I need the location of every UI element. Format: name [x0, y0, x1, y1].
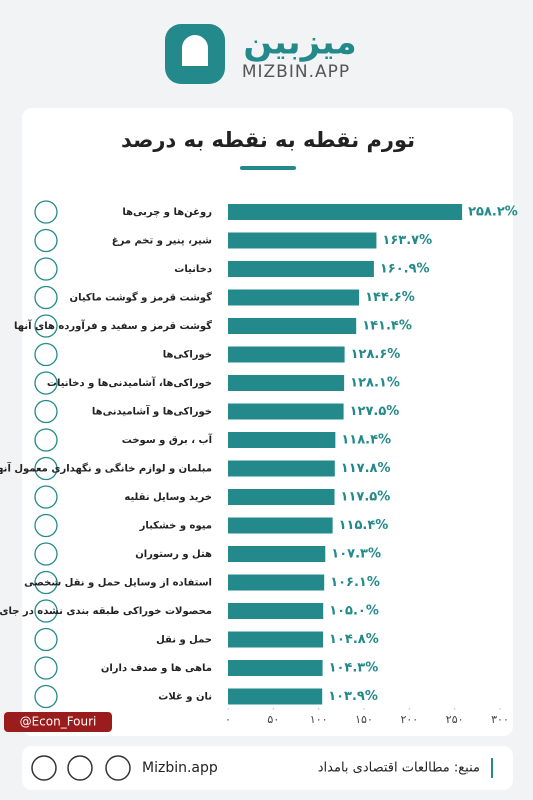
bar: [228, 631, 324, 648]
category-label: شیر، پنیر و تخم مرغ: [112, 236, 212, 247]
x-tick-label: ۱۰۰: [310, 713, 328, 726]
plot: ۰ ۵۰ ۱۰۰ ۱۵۰ ۲۰۰ ۲۵۰ ۳۰۰ روغن‌ها و چربی‌ها ۲۵۸.۲…: [0, 200, 518, 726]
category-icon: [34, 342, 58, 367]
web-icon[interactable]: [105, 755, 131, 781]
brand: میزبین: [243, 23, 356, 63]
category-icon: [34, 485, 58, 509]
category-label: حمل و نقل: [156, 635, 212, 646]
category-icon: [34, 542, 58, 566]
bar: [228, 489, 335, 505]
bar: [228, 403, 344, 420]
bar: [228, 603, 324, 619]
bar: [228, 346, 345, 363]
card: [22, 108, 513, 736]
value-label: ۱۰۳.۹%: [328, 689, 378, 704]
category-label: خوراکی‌ها و آشامیدنی‌ها: [92, 405, 212, 418]
value-label: ۱۲۸.۶%: [351, 347, 401, 362]
value-label: ۱۰۴.۸%: [329, 632, 379, 647]
category-label: میوه و خشکبار: [139, 521, 212, 532]
category-icon: [34, 456, 58, 481]
value-label: ۱۱۵.۴%: [339, 518, 389, 533]
footer-bar: [22, 746, 513, 790]
category-icon: [34, 257, 58, 281]
handle-badge: [4, 712, 112, 732]
value-label: ۱۰۵.۰%: [329, 604, 379, 619]
category-label: ماهی ها و صدف داران: [101, 663, 212, 674]
value-label: ۱۴۱.۴%: [362, 319, 412, 334]
category-label: خرید وسایل نقلیه: [124, 492, 212, 503]
category-label: استفاده از وسایل حمل و نقل شخصی: [24, 578, 212, 589]
category-label: روغن‌ها و چربی‌ها: [122, 207, 212, 218]
category-icon: [34, 570, 58, 595]
category-icon: [34, 228, 58, 253]
bar: [228, 517, 333, 534]
category-icon: [34, 599, 58, 623]
category-label: هتل و رستوران: [135, 549, 212, 560]
bar: [228, 432, 336, 448]
bar: [228, 204, 463, 220]
bar: [228, 546, 326, 562]
category-icon: [34, 656, 58, 680]
x-tick-label: ۳۰۰: [491, 713, 509, 726]
logo-shape: [182, 35, 208, 66]
value-label: ۱۲۷.۵%: [350, 404, 400, 419]
bar: [228, 660, 323, 676]
brand-site: MIZBIN.APP: [242, 62, 350, 82]
category-label: گوشت قرمز و سفید و فرآورده های آنها: [14, 319, 212, 332]
value-label: ۱۶۳.۷%: [382, 233, 432, 248]
category-label: محصولات خوراکی طبقه بندی نشده در جای دیگ…: [0, 604, 212, 617]
category-label: خوراکی‌ها: [163, 350, 212, 361]
bar: [228, 289, 360, 306]
category-label: گوشت قرمز و گوشت ماکیان: [70, 291, 213, 304]
category-label: نان و غلات: [158, 692, 212, 703]
value-label: ۱۰۷.۳%: [331, 547, 381, 562]
category-icon: [34, 627, 58, 652]
value-label: ۱۴۴.۶%: [365, 290, 415, 305]
x-tick-label: ۱۵۰: [355, 713, 373, 726]
value-label: ۱۱۷.۵%: [341, 490, 391, 505]
category-icon: [34, 371, 58, 395]
value-label: ۱۱۸.۴%: [341, 433, 391, 448]
value-label: ۱۶۰.۹%: [380, 262, 430, 277]
x-tick-label: ۵۰: [267, 713, 279, 726]
chart-title: تورم نقطه به نقطه به درصد: [121, 128, 415, 152]
category-label: مبلمان و لوازم خانگی و نگهداری معمول آنه…: [0, 462, 212, 475]
instagram-icon[interactable]: [31, 755, 57, 781]
value-label: ۲۵۸.۲%: [468, 205, 518, 220]
value-label: ۱۱۷.۸%: [341, 461, 391, 476]
footer-site[interactable]: Mizbin.app: [142, 760, 218, 776]
category-icon: [34, 314, 58, 338]
category-label: دخانیات: [174, 264, 212, 275]
category-icon: [34, 200, 58, 224]
bar: [228, 318, 357, 334]
handle: @Econ_Fouri: [20, 715, 97, 729]
category-icon: [34, 399, 58, 424]
category-icon: [34, 285, 58, 310]
bar: [228, 375, 345, 391]
category-label: خوراکی‌ها، آشامیدنی‌ها و دخانیات: [47, 376, 212, 389]
bar: [228, 688, 323, 705]
bar: [228, 574, 325, 591]
source: منبع: مطالعات اقتصادی بامداد: [318, 761, 480, 776]
x-tick-label: ۰: [225, 713, 231, 726]
category-icon: [34, 428, 58, 452]
bar: [228, 232, 377, 249]
value-label: ۱۰۶.۱%: [330, 575, 380, 590]
category-icon: [34, 513, 58, 538]
category-label: آب ، برق و سوخت: [122, 433, 213, 446]
category-icon: [34, 684, 58, 709]
bar: [228, 460, 335, 477]
x-tick-label: ۲۵۰: [446, 713, 464, 726]
value-label: ۱۰۴.۳%: [329, 661, 379, 676]
bar: [228, 261, 374, 277]
x-tick-label: ۲۰۰: [400, 713, 418, 726]
value-label: ۱۲۸.۱%: [350, 376, 400, 391]
telegram-icon[interactable]: [67, 755, 93, 781]
title-underline: [240, 166, 296, 170]
